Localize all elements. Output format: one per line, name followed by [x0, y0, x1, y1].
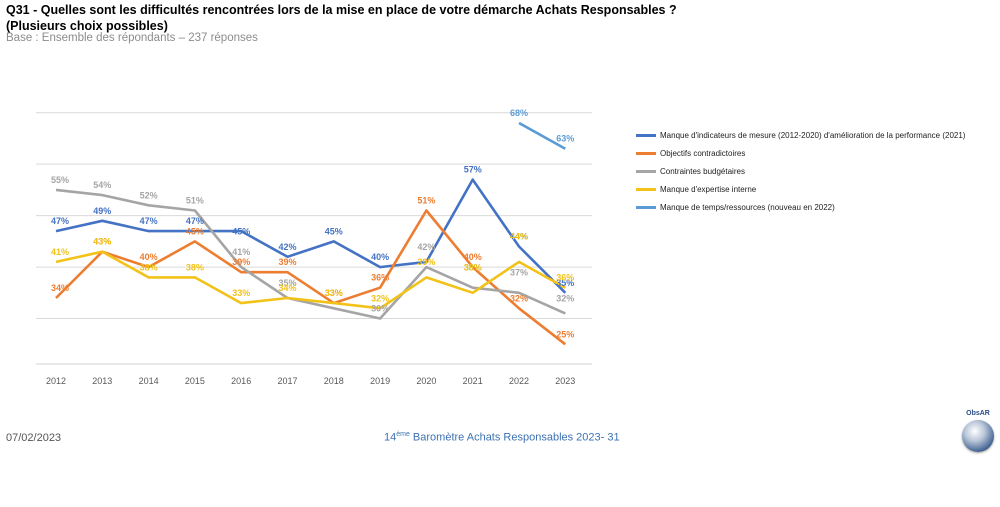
legend-item: Manque de temps/ressources (nouveau en 2…	[636, 198, 965, 216]
data-label: 38%	[464, 262, 482, 272]
data-label: 39%	[417, 257, 435, 267]
data-label: 32%	[556, 293, 574, 303]
logo-text: ObsAR	[966, 410, 990, 417]
data-label: 25%	[556, 329, 574, 339]
x-tick-label: 2021	[463, 376, 483, 386]
legend-swatch	[636, 187, 656, 191]
data-label: 45%	[325, 226, 343, 236]
obsar-logo: ObsAR	[958, 410, 998, 454]
edition-number: 14	[384, 431, 397, 444]
data-label: 52%	[140, 190, 158, 200]
data-label: 57%	[464, 165, 482, 175]
data-label: 33%	[325, 288, 343, 298]
data-label: 49%	[93, 206, 111, 216]
legend-label: Contraintes budgétaires	[660, 166, 745, 176]
footer-date: 07/02/2023	[6, 432, 62, 444]
x-tick-label: 2019	[370, 376, 390, 386]
x-tick-label: 2013	[92, 376, 112, 386]
data-label: 63%	[556, 134, 574, 144]
data-label: 38%	[140, 262, 158, 272]
series-line	[55, 188, 566, 320]
legend-item: Manque d'expertise interne	[636, 180, 965, 198]
legend-item: Contraintes budgétaires	[636, 162, 965, 180]
chart-title: Q31 - Quelles sont les difficultés renco…	[6, 2, 677, 34]
x-tick-label: 2015	[185, 376, 205, 386]
data-label: 40%	[371, 252, 389, 262]
legend-swatch	[636, 205, 656, 209]
x-tick-label: 2023	[555, 376, 575, 386]
data-label: 54%	[93, 180, 111, 190]
series-line	[55, 250, 566, 310]
title-line-2: (Plusieurs choix possibles)	[6, 19, 168, 33]
data-label: 51%	[417, 195, 435, 205]
data-label: 44%	[510, 232, 528, 242]
data-label: 43%	[93, 237, 111, 247]
data-label: 34%	[51, 283, 69, 293]
legend-label: Objectifs contradictoires	[660, 148, 746, 158]
data-label: 42%	[278, 242, 296, 252]
data-label: 45%	[186, 226, 204, 236]
base-subtitle: Base : Ensemble des répondants – 237 rép…	[6, 32, 258, 44]
x-tick-label: 2012	[46, 376, 66, 386]
legend-label: Manque d'indicateurs de mesure (2012-202…	[660, 130, 966, 140]
legend-label: Manque de temps/ressources (nouveau en 2…	[660, 202, 835, 212]
data-label: 42%	[417, 242, 435, 252]
data-label: 43%	[93, 237, 111, 247]
edition-suffix: ème	[396, 431, 410, 438]
edition-text: Baromètre Achats Responsables 2023- 31	[409, 431, 620, 444]
data-label: 45%	[232, 226, 250, 236]
data-label: 38%	[464, 262, 482, 272]
data-label: 32%	[371, 293, 389, 303]
globe-icon	[962, 420, 994, 452]
data-label: 39%	[278, 257, 296, 267]
data-label: 41%	[51, 247, 69, 257]
legend-item: Manque d'indicateurs de mesure (2012-202…	[636, 126, 965, 144]
legend-item: Objectifs contradictoires	[636, 144, 965, 162]
data-label: 35%	[278, 278, 296, 288]
data-label: 44%	[510, 232, 528, 242]
data-label: 36%	[371, 273, 389, 283]
footer-edition: 14ème Baromètre Achats Responsables 2023…	[384, 431, 620, 444]
data-label: 34%	[278, 283, 296, 293]
legend-swatch	[636, 151, 656, 155]
data-label: 33%	[325, 288, 343, 298]
data-label: 35%	[556, 278, 574, 288]
x-tick-label: 2016	[231, 376, 251, 386]
data-label: 37%	[510, 268, 528, 278]
data-label: 32%	[510, 293, 528, 303]
legend-label: Manque d'expertise interne	[660, 184, 757, 194]
data-label: 47%	[186, 216, 204, 226]
x-tick-label: 2018	[324, 376, 344, 386]
data-label: 40%	[464, 252, 482, 262]
x-tick-label: 2017	[277, 376, 297, 386]
data-label: 36%	[556, 273, 574, 283]
data-label: 68%	[510, 108, 528, 118]
data-label: 55%	[51, 175, 69, 185]
series-line	[55, 209, 567, 346]
data-label: 33%	[232, 288, 250, 298]
data-label: 51%	[186, 195, 204, 205]
legend-swatch	[636, 169, 656, 173]
data-label: 47%	[140, 216, 158, 226]
data-label: 39%	[232, 257, 250, 267]
series-line	[518, 121, 566, 150]
data-label: 40%	[140, 252, 158, 262]
data-label: 38%	[186, 262, 204, 272]
data-label: 47%	[51, 216, 69, 226]
data-label: 41%	[232, 247, 250, 257]
chart-legend: Manque d'indicateurs de mesure (2012-202…	[636, 126, 965, 216]
title-line-1: Q31 - Quelles sont les difficultés renco…	[6, 3, 677, 17]
x-tick-label: 2020	[416, 376, 436, 386]
data-label: 30%	[371, 304, 389, 314]
series-line	[55, 178, 567, 294]
legend-swatch	[636, 133, 656, 137]
x-tick-label: 2014	[139, 376, 159, 386]
x-tick-label: 2022	[509, 376, 529, 386]
